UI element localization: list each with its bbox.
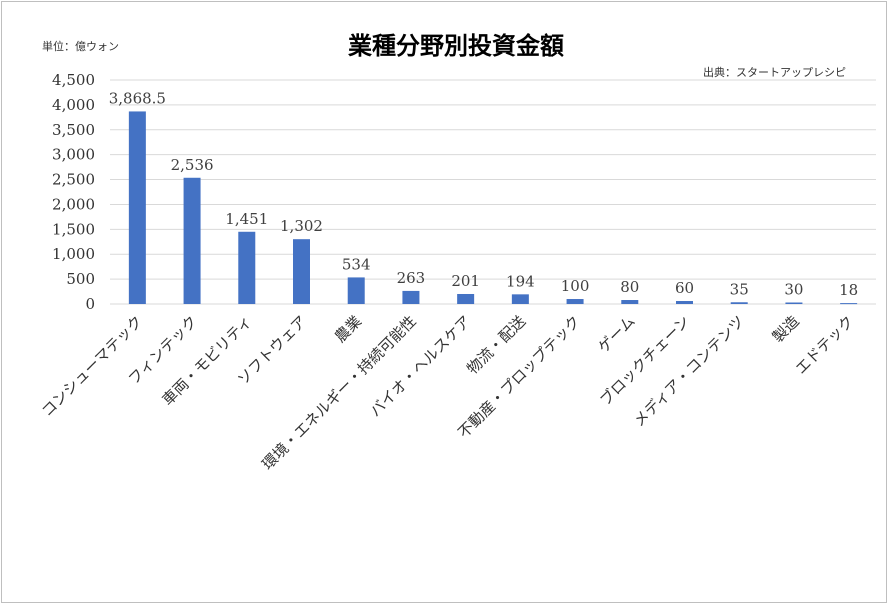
bar: [785, 302, 803, 304]
bar: [183, 177, 201, 304]
unit-label: 単位：億ウォン: [42, 39, 119, 53]
gridlines: [110, 79, 876, 305]
data-labels: 3,868.5 2,536 1,451 1,302 534 263 201 194 100 80 6…: [109, 89, 858, 299]
bar: [347, 277, 365, 304]
category-label: エドテック: [792, 312, 858, 378]
bar: [402, 290, 420, 304]
bar: [676, 301, 693, 304]
data-label: 2,536: [171, 156, 214, 174]
bar: [293, 239, 310, 304]
y-tick-label: 1,500: [52, 220, 95, 238]
y-tick-label: 0: [85, 295, 95, 313]
category-label: バイオ・ヘルスケア: [366, 312, 474, 420]
bar: [511, 294, 529, 304]
data-label: 100: [561, 277, 590, 295]
data-label: 194: [506, 272, 535, 290]
y-axis-ticks: 0 500 1,000 1,500 2,000 2,500 3,000 3,500 4,000 4…: [52, 71, 95, 313]
category-label: メディア・コンテンツ: [630, 312, 748, 430]
y-tick-label: 3,500: [52, 121, 95, 139]
y-tick-label: 4,500: [52, 71, 95, 89]
bar: [840, 303, 858, 305]
bar: [128, 111, 146, 305]
data-label: 60: [675, 279, 694, 297]
data-label: 1,302: [280, 217, 323, 235]
y-tick-label: 4,000: [52, 96, 95, 114]
bar: [730, 302, 748, 304]
y-tick-label: 1,000: [52, 245, 95, 263]
data-label: 35: [730, 280, 749, 298]
chart-title: 業種分野別投資金額: [348, 31, 564, 60]
bar: [621, 300, 639, 304]
bar: [238, 231, 256, 304]
bars: [128, 111, 858, 305]
bar: [566, 299, 584, 304]
data-label: 534: [342, 255, 371, 273]
source-label: 出典：スタートアップレシピ: [703, 65, 846, 79]
data-label: 1,451: [225, 210, 268, 228]
data-label: 3,868.5: [109, 89, 166, 107]
data-label: 30: [784, 281, 803, 299]
category-label: ゲーム: [594, 312, 638, 356]
data-label: 80: [620, 278, 639, 296]
y-tick-label: 500: [66, 270, 95, 288]
y-tick-label: 2,000: [52, 195, 95, 213]
category-label: 製造: [769, 312, 803, 346]
y-tick-label: 3,000: [52, 146, 95, 164]
data-label: 263: [397, 269, 426, 287]
y-tick-label: 2,500: [52, 171, 95, 189]
data-label: 18: [839, 281, 858, 299]
bar: [457, 293, 475, 304]
category-label: コンシューマテック: [38, 312, 146, 420]
category-label: 農業: [331, 312, 365, 346]
data-label: 201: [451, 272, 480, 290]
